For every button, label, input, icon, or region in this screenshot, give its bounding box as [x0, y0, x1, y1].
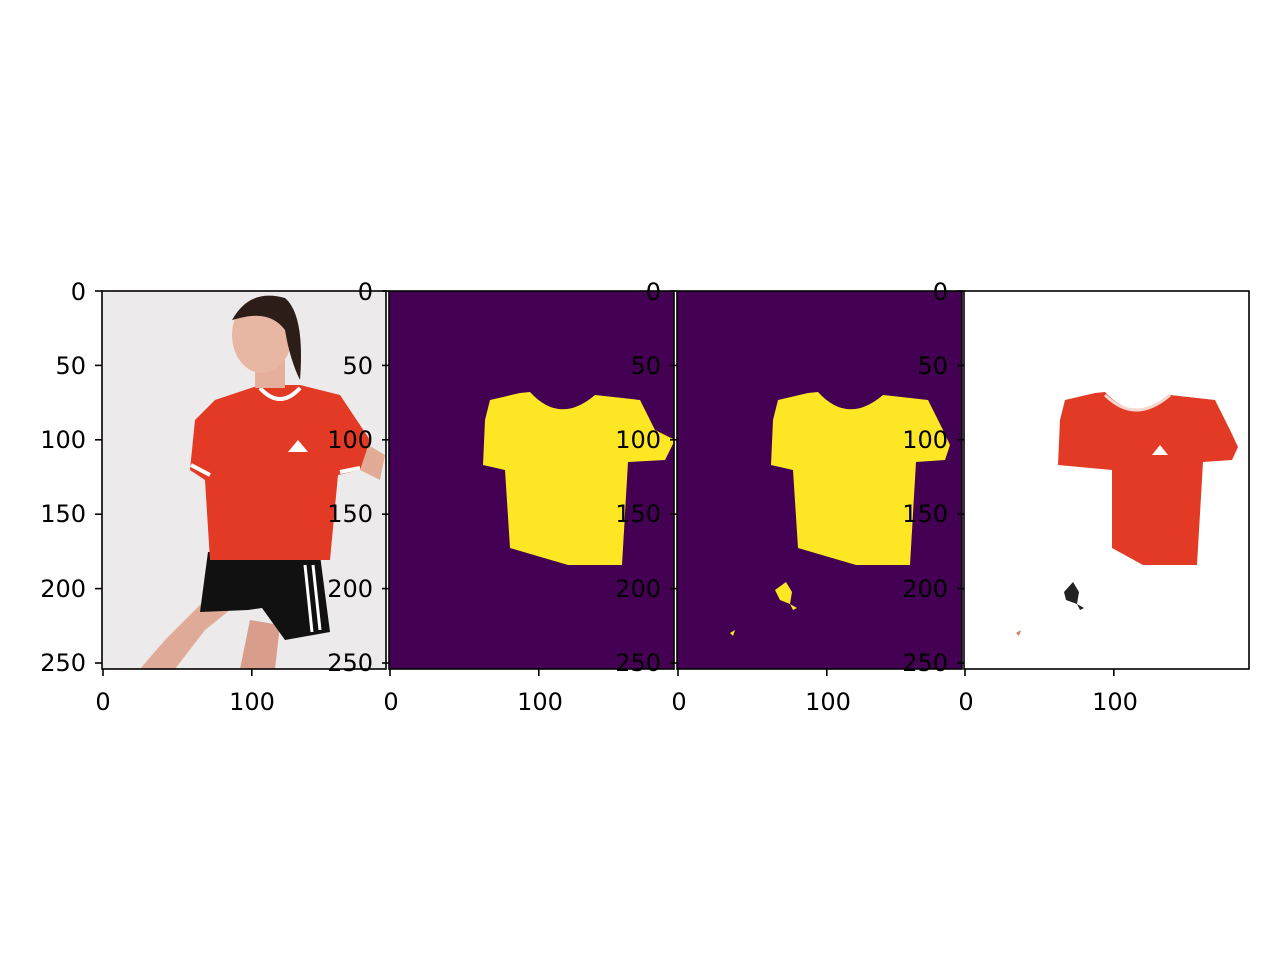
ytick-label: 100: [615, 426, 661, 454]
axes-frames: [101, 290, 1250, 670]
axes-frame-1: [101, 290, 387, 670]
panel-mask: [389, 291, 674, 669]
ytick-label: 50: [630, 352, 661, 380]
ytick-label: 250: [615, 649, 661, 677]
ytick-label: 250: [902, 649, 948, 677]
xtick-label: 0: [383, 688, 398, 716]
ytick-label: 0: [646, 278, 661, 306]
ytick-label: 50: [55, 352, 86, 380]
ytick-label: 0: [358, 278, 373, 306]
ytick-label: 150: [902, 500, 948, 528]
ytick-label: 50: [342, 352, 373, 380]
ytick-labels-1: 0 50 100 150 200 250: [40, 278, 86, 677]
ytick-label: 200: [40, 575, 86, 603]
axes-frame-4: [963, 290, 1250, 670]
xtick-label: 100: [229, 688, 275, 716]
ytick-labels-3: 0 50 100 150 200 250: [615, 278, 661, 677]
ytick-label: 150: [327, 500, 373, 528]
ytick-label: 250: [40, 649, 86, 677]
ytick-label: 200: [902, 575, 948, 603]
ytick-label: 0: [71, 278, 86, 306]
ytick-label: 150: [615, 500, 661, 528]
ytick-label: 250: [327, 649, 373, 677]
ytick-label: 100: [327, 426, 373, 454]
ytick-label: 100: [40, 426, 86, 454]
xtick-labels: 0 100 0 100 0 100 0 100: [95, 688, 1138, 716]
panel-masked-photo: [964, 291, 1249, 669]
xtick-label: 100: [517, 688, 563, 716]
ytick-label: 200: [327, 575, 373, 603]
xtick-label: 100: [1092, 688, 1138, 716]
ytick-label: 200: [615, 575, 661, 603]
ytick-labels-2: 0 50 100 150 200 250: [327, 278, 373, 677]
ytick-label: 150: [40, 500, 86, 528]
xtick-label: 0: [95, 688, 110, 716]
ytick-label: 50: [917, 352, 948, 380]
ytick-label: 100: [902, 426, 948, 454]
xtick-label: 0: [958, 688, 973, 716]
panel-mask-noisy: [677, 291, 962, 669]
ytick-label: 0: [933, 278, 948, 306]
ytick-labels-4: 0 50 100 150 200 250: [902, 278, 948, 677]
xtick-label: 100: [805, 688, 851, 716]
axes-frame-2: [388, 290, 675, 670]
xtick-label: 0: [671, 688, 686, 716]
tick-marks: [95, 290, 1115, 676]
panel-photo: [102, 291, 386, 669]
axes-frame-3: [676, 290, 963, 670]
